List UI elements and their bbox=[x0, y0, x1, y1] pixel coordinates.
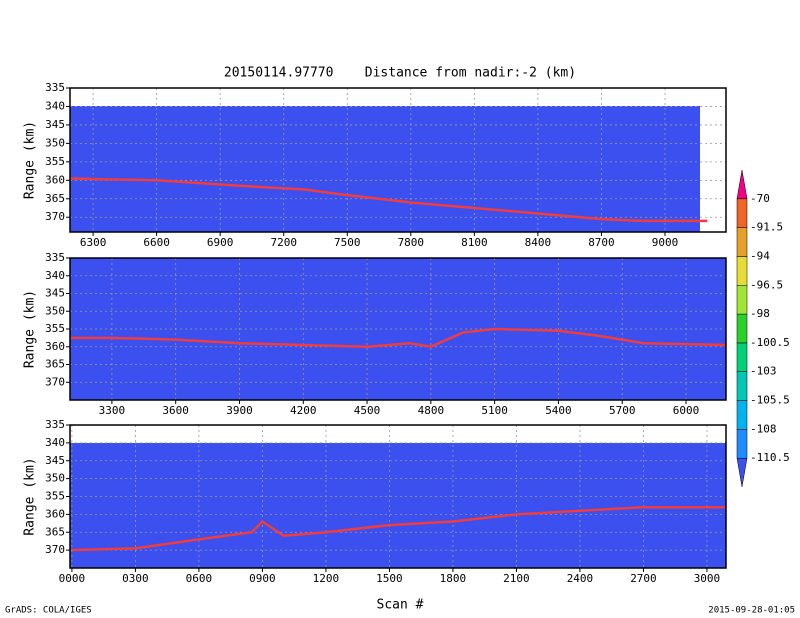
footer-right: 2015-09-28-01:05 bbox=[708, 606, 795, 616]
x-tick-label: 1200 bbox=[313, 572, 340, 585]
y-tick-label: 370 bbox=[45, 210, 65, 223]
y-axis-label: Range (km) bbox=[23, 457, 38, 535]
x-tick-label: 3900 bbox=[226, 404, 253, 417]
x-tick-label: 6000 bbox=[673, 404, 700, 417]
y-tick-label: 350 bbox=[45, 472, 65, 485]
footer-left: GrADS: COLA/IGES bbox=[5, 606, 92, 616]
x-tick-label: 7800 bbox=[398, 236, 425, 249]
x-tick-label: 3300 bbox=[99, 404, 126, 417]
x-tick-label: 6900 bbox=[207, 236, 234, 249]
colorbar-label: -103 bbox=[750, 365, 777, 378]
colorbar-label: -108 bbox=[750, 422, 777, 435]
surface-line bbox=[69, 177, 708, 223]
surface-line bbox=[71, 505, 726, 552]
surface-line bbox=[70, 327, 727, 349]
colorbar-label: -70 bbox=[750, 192, 770, 205]
plot-frame bbox=[69, 257, 727, 401]
x-tick-label: 4200 bbox=[290, 404, 317, 417]
colorbar-label: -110.5 bbox=[750, 451, 790, 464]
colorbar-swatch bbox=[736, 169, 748, 200]
x-tick-label: 7200 bbox=[270, 236, 297, 249]
x-axis-label: Scan # bbox=[377, 598, 424, 613]
colorbar-swatch bbox=[736, 457, 748, 488]
x-tick-label: 0600 bbox=[186, 572, 213, 585]
colorbar-swatch bbox=[736, 256, 748, 286]
y-tick-label: 355 bbox=[45, 155, 65, 168]
y-tick-label: 335 bbox=[45, 81, 65, 94]
x-tick-label: 6300 bbox=[80, 236, 107, 249]
x-tick-label: 3000 bbox=[694, 572, 721, 585]
x-tick-label: 2400 bbox=[567, 572, 594, 585]
y-tick-label: 360 bbox=[45, 173, 65, 186]
y-tick-label: 350 bbox=[45, 304, 65, 317]
y-tick-label: 365 bbox=[45, 192, 65, 205]
chart-title: 20150114.97770 Distance from nadir:-2 (k… bbox=[224, 66, 576, 81]
x-tick-label: 3600 bbox=[162, 404, 189, 417]
y-tick-label: 355 bbox=[45, 490, 65, 503]
y-tick-label: 355 bbox=[45, 322, 65, 335]
x-tick-label: 4800 bbox=[418, 404, 445, 417]
plot-background bbox=[70, 106, 700, 232]
colorbar-label: -96.5 bbox=[750, 278, 783, 291]
y-tick-label: 350 bbox=[45, 136, 65, 149]
colorbar-swatch bbox=[736, 227, 748, 257]
x-tick-label: 5400 bbox=[545, 404, 572, 417]
x-tick-label: 6600 bbox=[143, 236, 170, 249]
x-tick-label: 5100 bbox=[481, 404, 508, 417]
x-tick-label: 1800 bbox=[440, 572, 467, 585]
y-axis-label: Range (km) bbox=[23, 290, 38, 368]
colorbar-swatch bbox=[736, 400, 748, 430]
y-axis-label: Range (km) bbox=[23, 121, 38, 199]
colorbar-swatch bbox=[736, 371, 748, 401]
x-tick-label: 4500 bbox=[354, 404, 381, 417]
colorbar-label: -94 bbox=[750, 249, 770, 262]
y-tick-label: 340 bbox=[45, 436, 65, 449]
y-tick-label: 340 bbox=[45, 269, 65, 282]
colorbar-swatch bbox=[736, 342, 748, 372]
y-tick-label: 345 bbox=[45, 287, 65, 300]
y-tick-label: 365 bbox=[45, 358, 65, 371]
y-tick-label: 365 bbox=[45, 525, 65, 538]
plot-frame bbox=[69, 87, 727, 233]
x-tick-label: 0900 bbox=[249, 572, 276, 585]
x-tick-label: 8700 bbox=[588, 236, 615, 249]
y-tick-label: 370 bbox=[45, 375, 65, 388]
x-tick-label: 2100 bbox=[503, 572, 530, 585]
y-tick-label: 340 bbox=[45, 99, 65, 112]
y-tick-label: 370 bbox=[45, 543, 65, 556]
plot-background bbox=[70, 443, 726, 568]
colorbar-swatch bbox=[736, 285, 748, 315]
y-tick-label: 345 bbox=[45, 454, 65, 467]
y-tick-label: 335 bbox=[45, 418, 65, 431]
plot-frame bbox=[69, 424, 727, 569]
colorbar-label: -91.5 bbox=[750, 221, 783, 234]
y-tick-label: 360 bbox=[45, 507, 65, 520]
x-tick-label: 9000 bbox=[652, 236, 679, 249]
plot-background bbox=[70, 258, 726, 400]
x-tick-label: 5700 bbox=[609, 404, 636, 417]
colorbar-swatch bbox=[736, 313, 748, 344]
x-tick-label: 8100 bbox=[461, 236, 488, 249]
y-tick-label: 345 bbox=[45, 118, 65, 131]
colorbar-label: -100.5 bbox=[750, 336, 790, 349]
colorbar-label: -105.5 bbox=[750, 394, 790, 407]
x-tick-label: 2700 bbox=[630, 572, 657, 585]
x-tick-label: 1500 bbox=[376, 572, 403, 585]
x-tick-label: 0300 bbox=[122, 572, 149, 585]
x-tick-label: 0000 bbox=[59, 572, 86, 585]
colorbar-swatch bbox=[736, 198, 748, 228]
colorbar-label: -98 bbox=[750, 307, 770, 320]
x-tick-label: 8400 bbox=[525, 236, 552, 249]
colorbar-swatch bbox=[736, 429, 748, 459]
x-tick-label: 7500 bbox=[334, 236, 361, 249]
y-tick-label: 335 bbox=[45, 251, 65, 264]
y-tick-label: 360 bbox=[45, 340, 65, 353]
